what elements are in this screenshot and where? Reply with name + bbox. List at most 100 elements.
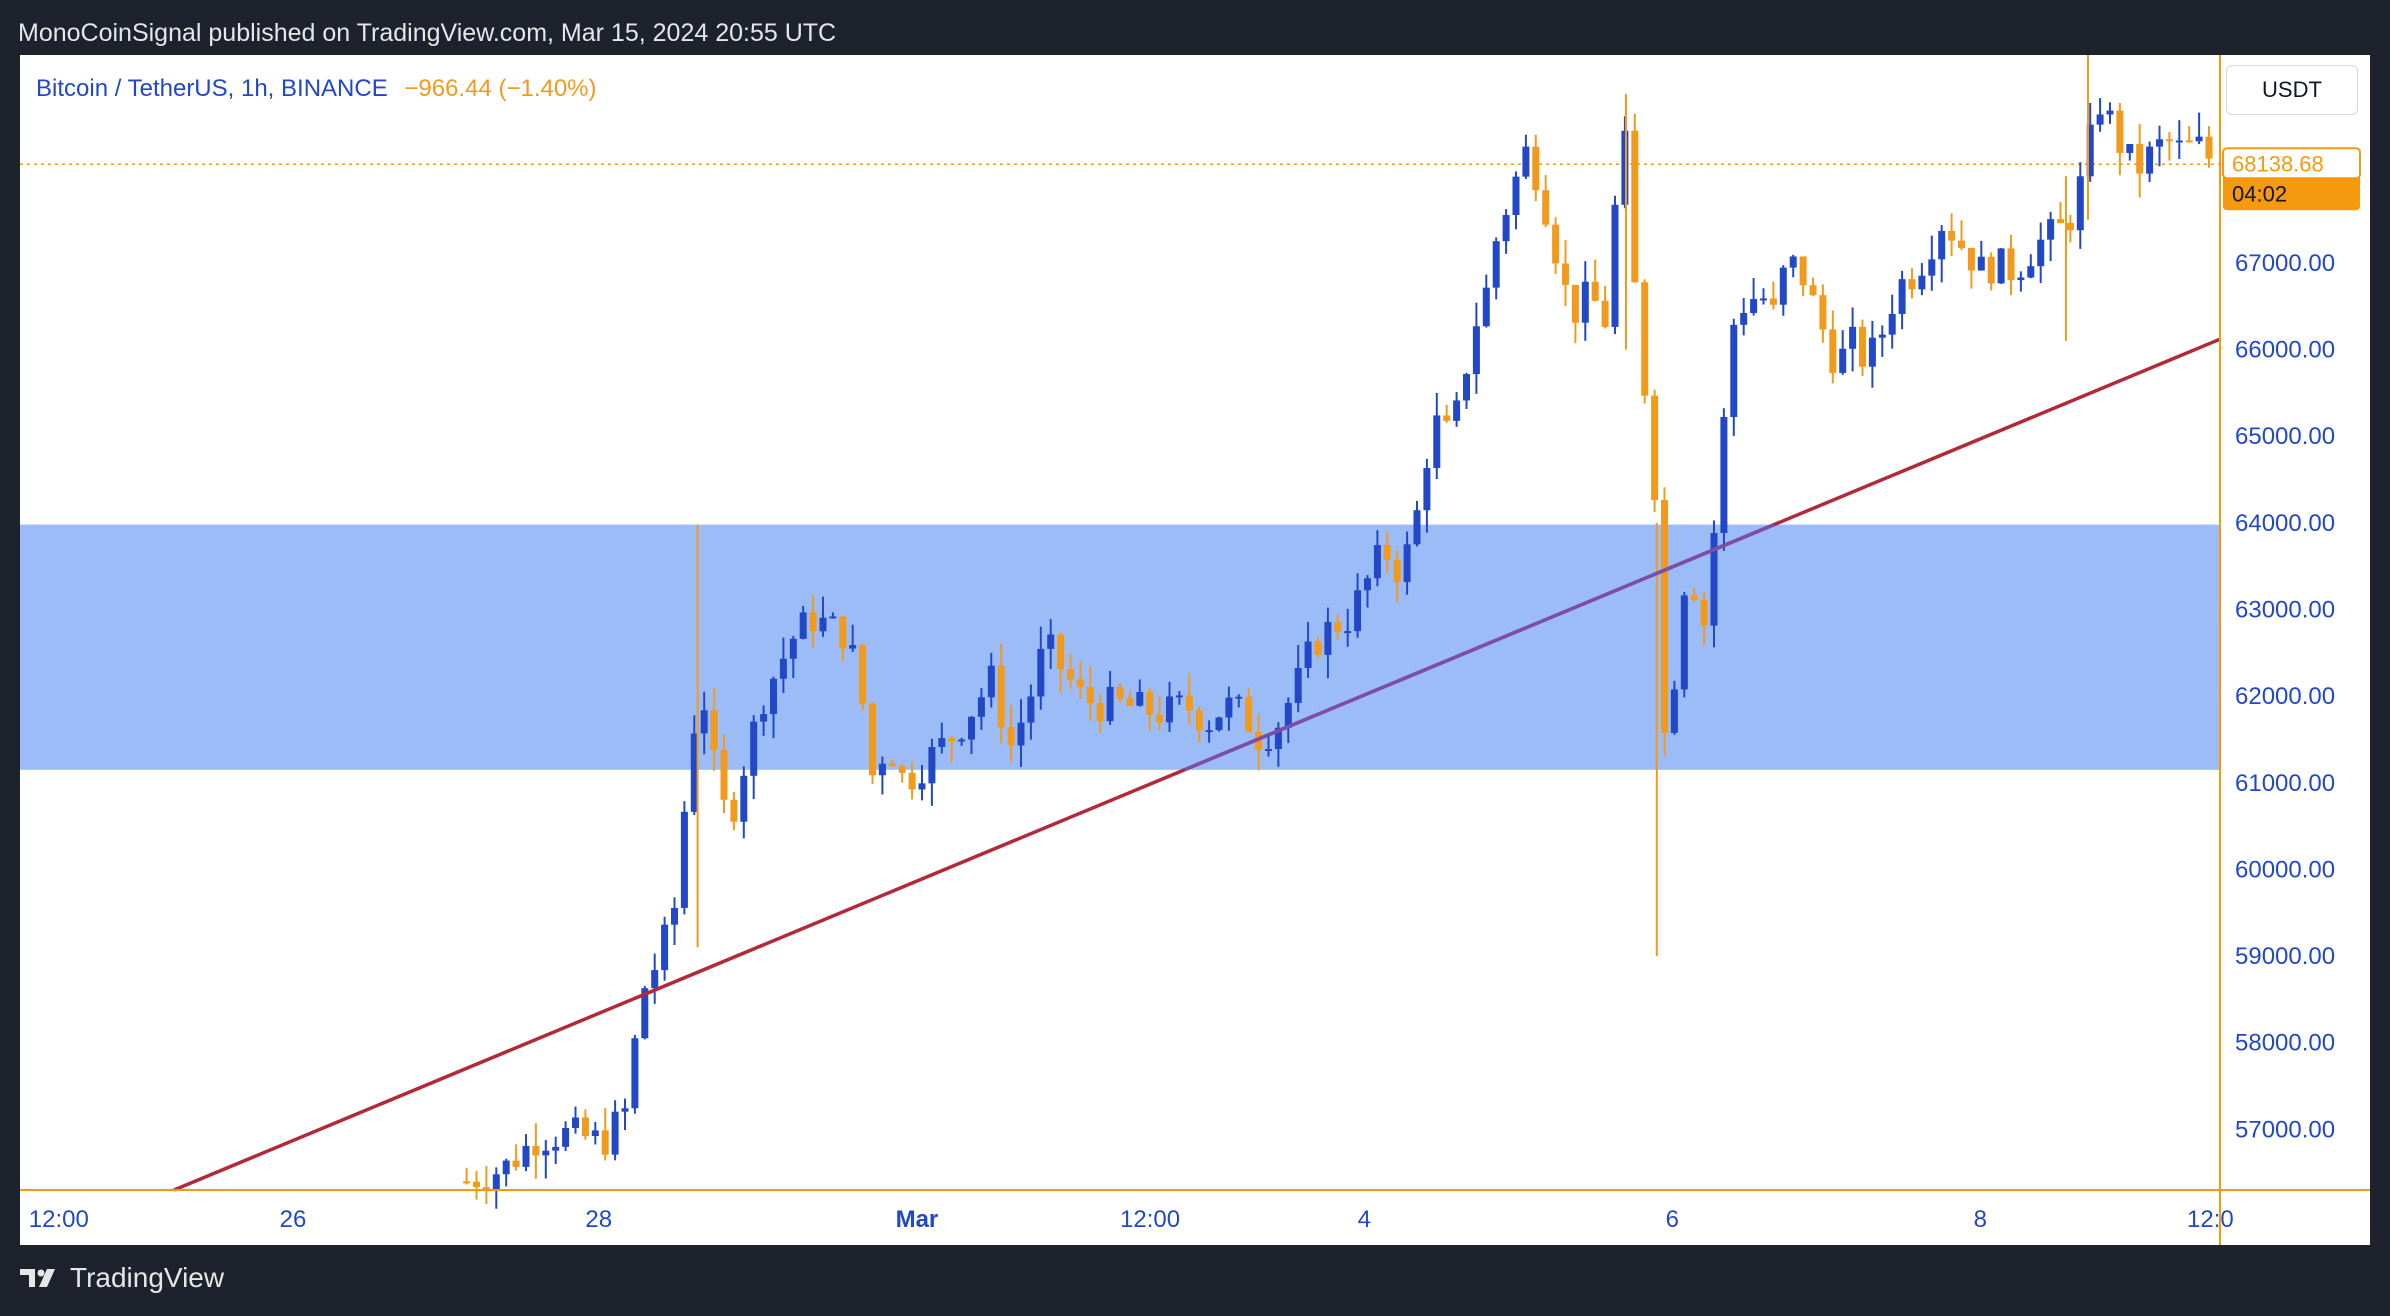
candle-body — [1067, 669, 1074, 680]
candle-body — [512, 1160, 520, 1167]
candle-body — [1195, 710, 1203, 731]
candle-body — [977, 697, 985, 717]
candle-body — [2146, 146, 2154, 174]
price-tick-label: 57000.00 — [2235, 1116, 2335, 1143]
symbol-legend[interactable]: Bitcoin / TetherUS, 1h, BINANCE −966.44 … — [36, 75, 597, 103]
candle-body — [750, 721, 758, 776]
candle-body — [661, 924, 669, 971]
candle-body — [572, 1117, 579, 1129]
candle-body — [908, 772, 916, 790]
chart-frame[interactable]: 67000.00 66000.00 65000.00 64000.00 63000.00… — [20, 55, 2370, 1245]
candle-body — [1839, 348, 1847, 373]
candle-body — [1057, 634, 1065, 670]
candle-body — [928, 747, 936, 784]
candle-body — [522, 1145, 530, 1167]
candle-body — [1799, 256, 1807, 286]
candle-body — [1047, 634, 1055, 649]
candle-body — [869, 703, 876, 776]
candle-body — [641, 988, 649, 1039]
candle-body — [2165, 139, 2173, 142]
time-axis[interactable]: 12:00 26 28 Mar 12:00 4 6 8 12:0 — [29, 1206, 2234, 1233]
trendline-zone-overlap — [1183, 522, 1775, 772]
candle-body — [1364, 578, 1371, 591]
time-tick-label: 28 — [585, 1206, 612, 1233]
candle-body — [1512, 176, 1520, 216]
candle-body — [1859, 326, 1866, 367]
candle-body — [671, 907, 678, 925]
candle-body — [1502, 215, 1510, 242]
candle-body — [789, 638, 797, 659]
candle-body — [492, 1174, 500, 1190]
candle-body — [700, 710, 708, 734]
last-price-value-box — [2222, 147, 2361, 180]
candle-body — [1591, 281, 1599, 301]
candle-body — [968, 716, 975, 740]
candle-body — [1334, 621, 1342, 632]
time-tick-label: 6 — [1666, 1206, 1679, 1233]
candle-body — [1354, 590, 1362, 632]
candle-body — [1700, 599, 1708, 626]
candle-body — [1284, 702, 1292, 728]
candle-body — [1967, 247, 1975, 271]
candle-body — [1809, 285, 1817, 296]
candle-body — [1849, 326, 1857, 349]
price-tick-label: 64000.00 — [2235, 510, 2335, 537]
candle-body — [1898, 279, 1906, 314]
candle-body — [1403, 544, 1411, 583]
price-change: −966.44 (−1.40%) — [404, 75, 597, 102]
candle-body — [1977, 256, 1985, 271]
candle-body — [1571, 284, 1579, 323]
candle-body — [2086, 124, 2094, 177]
candle-body — [888, 763, 896, 767]
candle-body — [2136, 144, 2144, 174]
candle-body — [1463, 374, 1470, 401]
candle-body — [1769, 298, 1777, 305]
candle-body — [1156, 714, 1164, 723]
candle-body — [463, 1181, 471, 1184]
candle-body — [1562, 263, 1569, 285]
candle-body — [1740, 312, 1748, 325]
candle-body — [581, 1117, 589, 1137]
price-tick-label: 66000.00 — [2235, 337, 2335, 364]
candle-body — [1205, 730, 1213, 733]
candle-body — [1542, 190, 1550, 225]
price-axis[interactable]: 67000.00 66000.00 65000.00 64000.00 63000.00… — [2235, 250, 2335, 1143]
candle-body — [1096, 703, 1104, 722]
candle-body — [997, 665, 1005, 728]
candlestick-chart[interactable]: 67000.00 66000.00 65000.00 64000.00 63000.00… — [20, 55, 2370, 1245]
candle-body — [1294, 667, 1302, 703]
time-tick-label: 12:00 — [29, 1206, 89, 1233]
candle-body — [898, 766, 906, 773]
candle-body — [948, 738, 956, 742]
candle-body — [1492, 241, 1500, 288]
currency-button[interactable]: USDT — [2226, 65, 2358, 115]
candle-body — [1314, 641, 1322, 655]
time-tick-label: 26 — [280, 1206, 307, 1233]
candle-body — [1146, 691, 1154, 715]
candle-body — [1433, 415, 1441, 469]
candle-body — [1720, 416, 1728, 533]
candle-body — [502, 1160, 510, 1175]
candle-body — [1601, 300, 1609, 327]
price-tick-label: 65000.00 — [2235, 423, 2335, 450]
candle-body — [1581, 281, 1589, 323]
candle-body — [740, 775, 748, 822]
candle-body — [1116, 686, 1124, 699]
candle-body — [987, 665, 995, 698]
publish-info: MonoCoinSignal published on TradingView.… — [18, 19, 837, 47]
candle-body — [1730, 324, 1738, 417]
last-price-tag: 68138.68 04:02 — [2222, 147, 2361, 211]
candle-body — [1958, 240, 1965, 248]
candle-body — [1670, 689, 1678, 733]
candle-body — [542, 1150, 550, 1156]
candle-body — [1522, 146, 1530, 177]
tradingview-logo[interactable]: TradingView — [20, 1262, 224, 1294]
candle-body — [730, 799, 738, 822]
candles-group — [463, 55, 2213, 1209]
candle-body — [532, 1145, 540, 1156]
candle-body — [1789, 256, 1797, 268]
candle-body — [1076, 679, 1084, 688]
candle-body — [1106, 686, 1114, 722]
candle-body — [591, 1130, 599, 1137]
